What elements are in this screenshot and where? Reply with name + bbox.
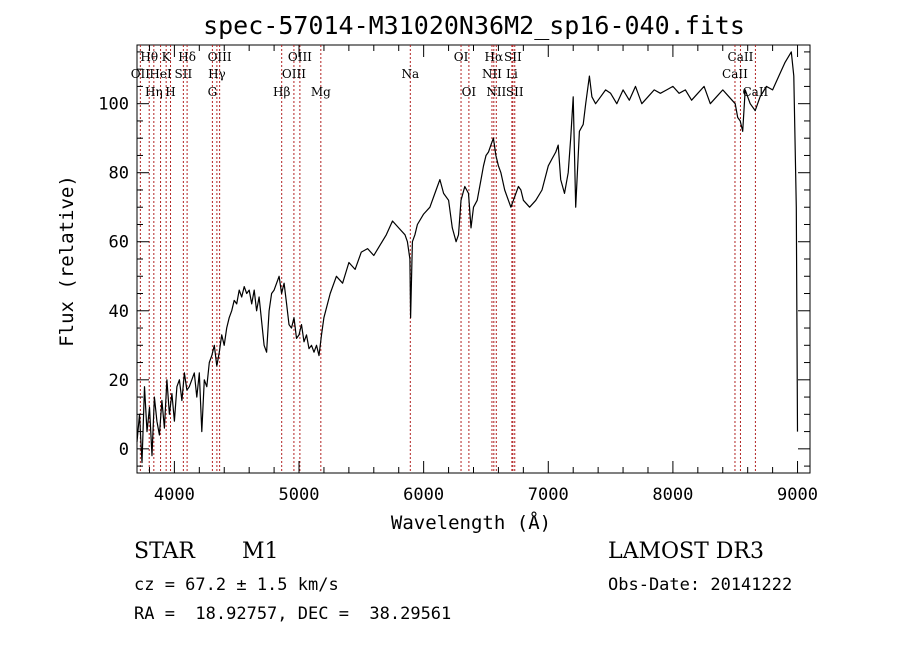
line-label: Hβ xyxy=(273,85,290,99)
x-tick-label: 4000 xyxy=(154,485,195,505)
obs-date: Obs-Date: 20141222 xyxy=(608,575,793,595)
spectrum-series xyxy=(136,51,799,464)
line-label: SII xyxy=(506,85,524,99)
survey-name: LAMOST DR3 xyxy=(608,539,764,564)
line-label: Hθ xyxy=(140,50,158,64)
line-label: NII xyxy=(482,67,502,81)
line-label: OIII xyxy=(208,50,232,64)
object-class: STAR xyxy=(134,539,195,564)
redshift-value: cz = 67.2 ± 1.5 km/s xyxy=(134,575,339,595)
chart-title: spec-57014-M31020N36M2_sp16-040.fits xyxy=(203,11,745,40)
coordinates: RA = 18.92757, DEC = 38.29561 xyxy=(134,604,452,624)
x-axis-label: Wavelength (Å) xyxy=(391,511,551,534)
line-label: CaII xyxy=(728,50,754,64)
line-label: OIII xyxy=(282,67,306,81)
x-tick-label: 7000 xyxy=(528,485,569,505)
line-label: Li xyxy=(506,67,518,81)
y-axis: 0 20 40 60 80 100 xyxy=(98,51,810,467)
line-label: OI xyxy=(454,50,469,64)
x-tick-label: 5000 xyxy=(279,485,320,505)
line-label: CaII xyxy=(722,67,748,81)
line-label: Mg xyxy=(311,85,331,99)
line-labels: OIIHθHηHeIKHSIIHδGHγOIIIHβOIIIOIIIMgNaOI… xyxy=(131,50,769,99)
line-label: Na xyxy=(401,67,419,81)
y-tick-label: 0 xyxy=(119,440,129,460)
line-label: K xyxy=(162,50,172,64)
emission-lines xyxy=(139,45,756,473)
spectrum-line xyxy=(136,51,799,464)
line-label: H xyxy=(165,85,175,99)
object-subclass: M1 xyxy=(242,539,279,564)
y-tick-label: 40 xyxy=(109,302,129,322)
y-tick-label: 80 xyxy=(109,164,129,184)
line-label: Hη xyxy=(145,85,163,99)
x-axis: 4000 5000 6000 7000 8000 9000 xyxy=(148,45,818,505)
line-label: CaII xyxy=(742,85,768,99)
line-label: OIII xyxy=(288,50,312,64)
y-tick-label: 100 xyxy=(98,95,129,115)
x-tick-label: 6000 xyxy=(403,485,444,505)
line-label: OI xyxy=(462,85,477,99)
x-tick-label: 9000 xyxy=(777,485,818,505)
line-label: SII xyxy=(504,50,522,64)
line-label: HeI xyxy=(149,67,172,81)
line-label: G xyxy=(208,85,218,99)
y-axis-label: Flux (relative) xyxy=(56,175,78,347)
line-label: Hδ xyxy=(178,50,196,64)
y-tick-label: 20 xyxy=(109,371,129,391)
line-label: SII xyxy=(175,67,193,81)
line-label: NII xyxy=(486,85,506,99)
line-label: Hγ xyxy=(208,67,226,81)
line-label: Hα xyxy=(485,50,504,64)
x-tick-label: 8000 xyxy=(652,485,693,505)
line-label: OII xyxy=(131,67,151,81)
y-tick-label: 60 xyxy=(109,233,129,253)
plot-frame xyxy=(136,44,811,474)
